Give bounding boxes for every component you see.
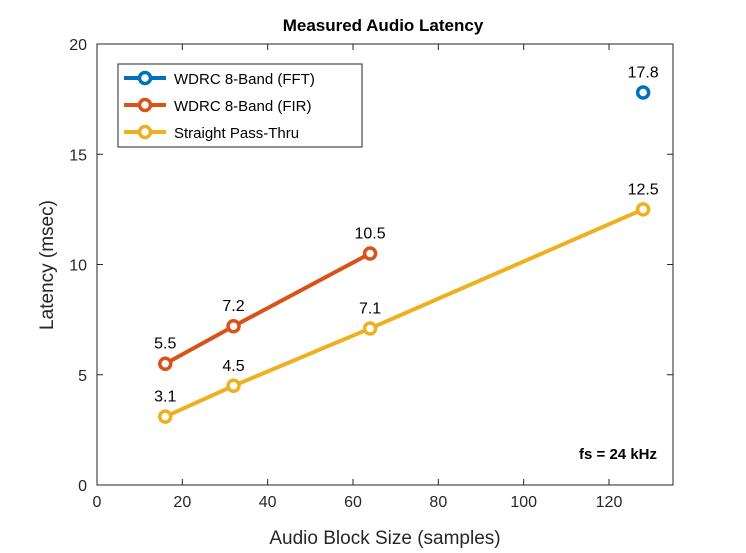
legend: WDRC 8-Band (FFT) WDRC 8-Band (FIR) Straig… <box>117 63 363 148</box>
series-line <box>164 251 372 366</box>
data-labels: 17.8 5.5 7.2 10.5 3.1 4.5 7.1 12.5 <box>154 65 659 406</box>
legend-marker <box>137 124 153 140</box>
x-tick-label: 60 <box>344 494 362 511</box>
y-tick-label: 0 <box>78 478 87 495</box>
legend-label: WDRC 8-Band (FIR) <box>174 98 312 115</box>
data-point <box>158 356 173 371</box>
data-label: 17.8 <box>628 65 659 82</box>
data-label: 10.5 <box>354 225 385 242</box>
chart-title: Measured Audio Latency <box>283 16 484 35</box>
data-point <box>362 321 378 336</box>
data-point <box>158 409 173 424</box>
legend-marker <box>137 70 153 86</box>
x-tick-label: 80 <box>429 494 447 511</box>
x-tick-label: 40 <box>259 494 277 511</box>
x-tick-label: 120 <box>596 494 623 511</box>
y-tick-label: 5 <box>78 368 87 385</box>
data-series <box>158 85 651 424</box>
axis-ticks: 0 20 40 60 80 100 120 0 5 10 15 20 <box>69 37 673 511</box>
series-2 <box>158 202 651 424</box>
x-axis-label: Audio Block Size (samples) <box>269 528 500 549</box>
series-1 <box>158 246 378 371</box>
x-tick-label: 0 <box>93 494 102 511</box>
y-tick-label: 15 <box>69 147 87 164</box>
data-label: 3.1 <box>154 389 176 406</box>
data-point <box>226 318 241 334</box>
data-label: 12.5 <box>628 181 659 198</box>
data-point <box>635 202 651 217</box>
legend-label: Straight Pass-Thru <box>174 125 299 142</box>
sample-rate-annotation: fs = 24 kHz <box>579 446 657 463</box>
y-axis-label: Latency (msec) <box>37 200 58 330</box>
y-tick-label: 20 <box>69 37 87 54</box>
data-point <box>226 378 241 394</box>
data-point <box>362 246 378 261</box>
data-label: 7.2 <box>222 298 244 315</box>
x-tick-label: 100 <box>510 494 537 511</box>
y-tick-label: 10 <box>69 258 87 275</box>
data-label: 7.1 <box>359 300 381 317</box>
legend-marker <box>137 97 153 113</box>
data-point <box>635 85 651 100</box>
series-0 <box>635 85 651 100</box>
legend-label: WDRC 8-Band (FFT) <box>174 71 315 88</box>
data-label: 5.5 <box>154 336 176 353</box>
series-line <box>164 207 644 419</box>
x-tick-label: 20 <box>173 494 191 511</box>
data-label: 4.5 <box>222 358 244 375</box>
